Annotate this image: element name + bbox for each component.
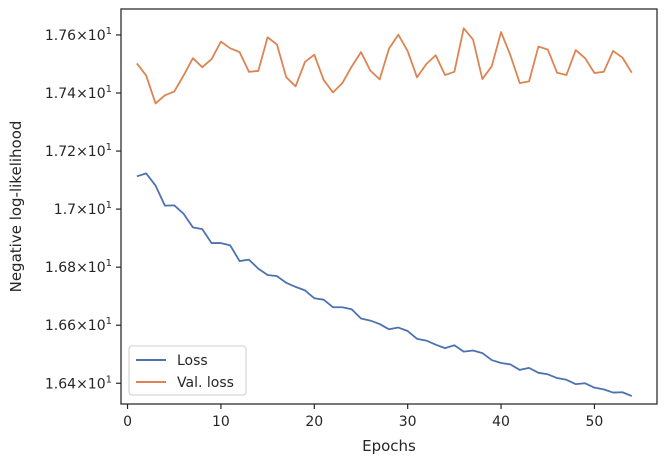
y-tick-base: 10 bbox=[88, 376, 106, 392]
y-tick-label: 1.7×101 bbox=[54, 200, 112, 218]
y-tick-times-sign: × bbox=[76, 260, 88, 276]
series-line-val-loss bbox=[136, 27, 633, 105]
x-axis-ticks: 0 10 20 30 40 50 bbox=[123, 404, 603, 430]
y-tick-base: 10 bbox=[88, 86, 106, 102]
y-tick-mantissa: 1.66 bbox=[45, 318, 76, 334]
x-axis-label: Epochs bbox=[362, 437, 416, 455]
plot-area: 0 10 20 30 40 50 1.64×1011.66×1011.68×1011.7×… bbox=[45, 8, 658, 430]
series-lines bbox=[136, 27, 633, 397]
y-tick-base: 10 bbox=[88, 144, 106, 160]
y-tick-mantissa: 1.72 bbox=[45, 144, 76, 160]
x-tick-label: 50 bbox=[586, 414, 604, 430]
y-tick-exponent: 1 bbox=[106, 316, 112, 327]
y-tick-times-sign: × bbox=[76, 202, 88, 218]
y-tick-exponent: 1 bbox=[106, 258, 112, 269]
y-tick-times-sign: × bbox=[76, 144, 88, 160]
y-tick-mantissa: 1.74 bbox=[45, 86, 76, 102]
x-tick-label: 0 bbox=[123, 414, 132, 430]
y-tick-mantissa: 1.7 bbox=[54, 202, 76, 218]
y-tick-label: 1.66×101 bbox=[45, 316, 112, 334]
y-tick-base: 10 bbox=[88, 28, 106, 44]
y-tick-times-sign: × bbox=[76, 28, 88, 44]
x-tick-label: 20 bbox=[305, 414, 323, 430]
y-tick-times-sign: × bbox=[76, 376, 88, 392]
y-tick-label: 1.72×101 bbox=[45, 142, 112, 160]
y-tick-exponent: 1 bbox=[106, 200, 112, 211]
y-tick-label: 1.64×101 bbox=[45, 374, 112, 392]
y-tick-exponent: 1 bbox=[106, 26, 112, 37]
y-tick-mantissa: 1.64 bbox=[45, 376, 76, 392]
y-tick-exponent: 1 bbox=[106, 84, 112, 95]
legend-label-val-loss: Val. loss bbox=[177, 375, 234, 391]
series-line-loss bbox=[136, 172, 633, 397]
y-tick-exponent: 1 bbox=[106, 374, 112, 385]
y-tick-times-sign: × bbox=[76, 318, 88, 334]
x-tick-label: 40 bbox=[492, 414, 510, 430]
legend: Loss Val. loss bbox=[128, 345, 247, 396]
y-tick-times-sign: × bbox=[76, 86, 88, 102]
x-tick-label: 10 bbox=[212, 414, 230, 430]
y-tick-label: 1.76×101 bbox=[45, 26, 112, 44]
y-tick-mantissa: 1.76 bbox=[45, 28, 76, 44]
y-axis-label: Negative log-likelihood bbox=[7, 121, 25, 293]
y-axis-ticks: 1.64×1011.66×1011.68×1011.7×1011.72×1011… bbox=[45, 26, 121, 392]
y-tick-mantissa: 1.68 bbox=[45, 260, 76, 276]
y-tick-base: 10 bbox=[88, 318, 106, 334]
legend-label-loss: Loss bbox=[177, 353, 208, 369]
y-tick-label: 1.74×101 bbox=[45, 84, 112, 102]
x-tick-label: 30 bbox=[399, 414, 417, 430]
y-tick-base: 10 bbox=[88, 260, 106, 276]
y-tick-label: 1.68×101 bbox=[45, 258, 112, 276]
y-tick-exponent: 1 bbox=[106, 142, 112, 153]
axes-frame bbox=[120, 8, 658, 405]
y-tick-base: 10 bbox=[88, 202, 106, 218]
